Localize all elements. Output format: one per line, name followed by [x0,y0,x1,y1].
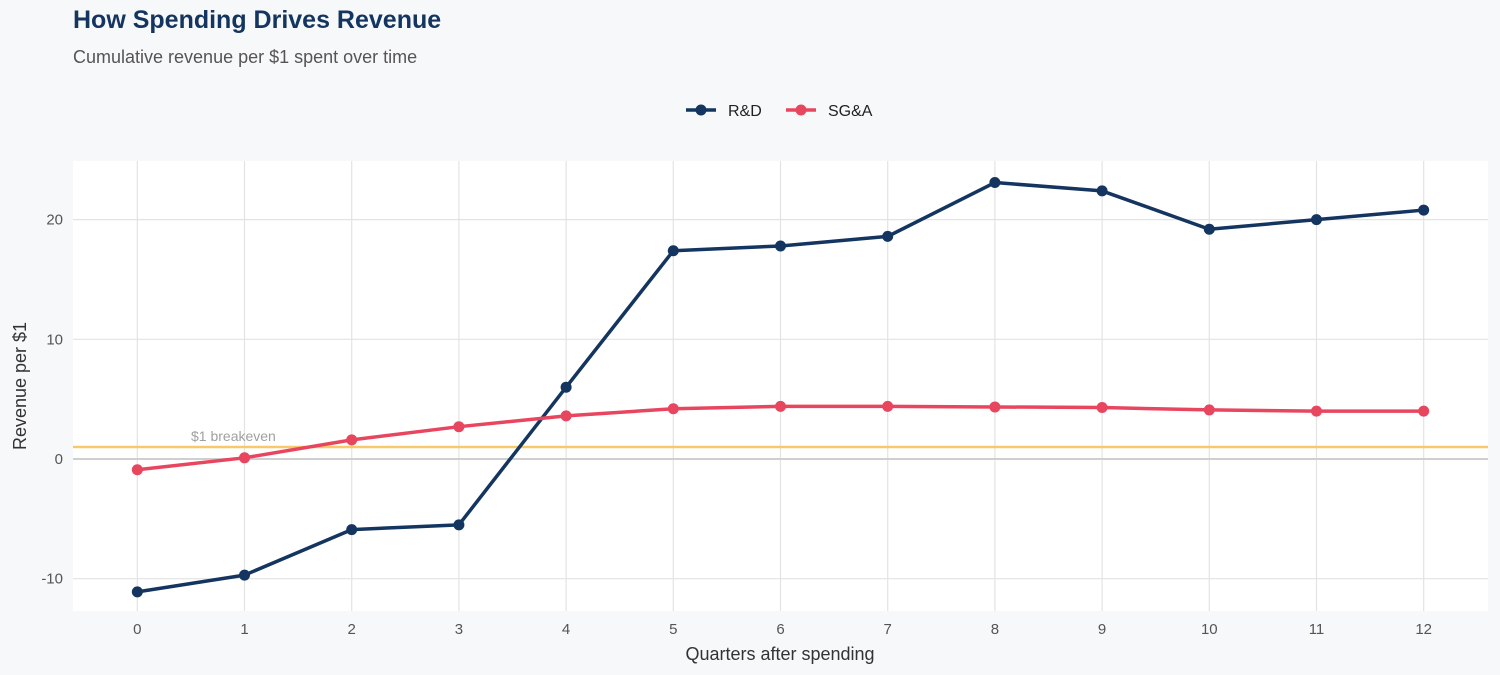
data-point [131,464,143,476]
x-tick-label: 1 [240,621,248,638]
chart-subtitle: Cumulative revenue per $1 spent over tim… [73,47,418,67]
data-point [1203,404,1215,416]
x-tick-label: 7 [884,621,892,638]
data-point [775,240,786,252]
data-point [1096,185,1108,197]
y-axis-label: Revenue per $1 [10,322,30,450]
data-point [882,230,894,242]
data-point [131,586,143,598]
legend-swatch-point [695,104,707,116]
data-point [239,452,251,464]
x-axis-label: Quarters after spending [685,644,874,664]
data-point [1310,214,1322,226]
y-tick-label: -10 [41,571,63,588]
chart-title: How Spending Drives Revenue [73,6,442,34]
data-point [1418,405,1430,417]
x-tick-label: 9 [1098,621,1106,638]
legend-label: SG&A [828,103,873,120]
y-tick-label: 20 [46,212,63,229]
data-point [1310,405,1322,417]
x-tick-label: 4 [562,621,570,638]
x-tick-label: 2 [348,621,356,638]
data-point [1418,204,1430,216]
x-tick-label: 3 [455,621,463,638]
data-point [453,519,465,531]
data-point [989,401,1001,413]
data-point [775,400,786,412]
x-tick-label: 0 [133,621,141,638]
data-point [453,421,465,433]
x-tick-label: 5 [669,621,677,638]
data-point [1203,223,1215,235]
y-tick-label: 0 [55,451,63,468]
data-point [239,569,251,581]
data-point [346,524,358,536]
x-tick-label: 10 [1201,621,1218,638]
data-point [346,434,358,446]
data-point [560,381,572,393]
x-tick-label: 12 [1415,621,1432,638]
x-tick-label: 6 [776,621,784,638]
data-point [1096,402,1108,414]
legend-label: R&D [728,103,762,120]
legend-swatch-point [795,104,807,116]
y-tick-label: 10 [46,331,63,348]
data-point [667,403,679,415]
data-point [667,245,679,257]
data-point [989,177,1001,189]
breakeven-label: $1 breakeven [191,428,276,444]
x-tick-label: 11 [1309,621,1325,638]
x-tick-label: 8 [991,621,999,638]
data-point [882,400,894,412]
data-point [560,410,572,422]
